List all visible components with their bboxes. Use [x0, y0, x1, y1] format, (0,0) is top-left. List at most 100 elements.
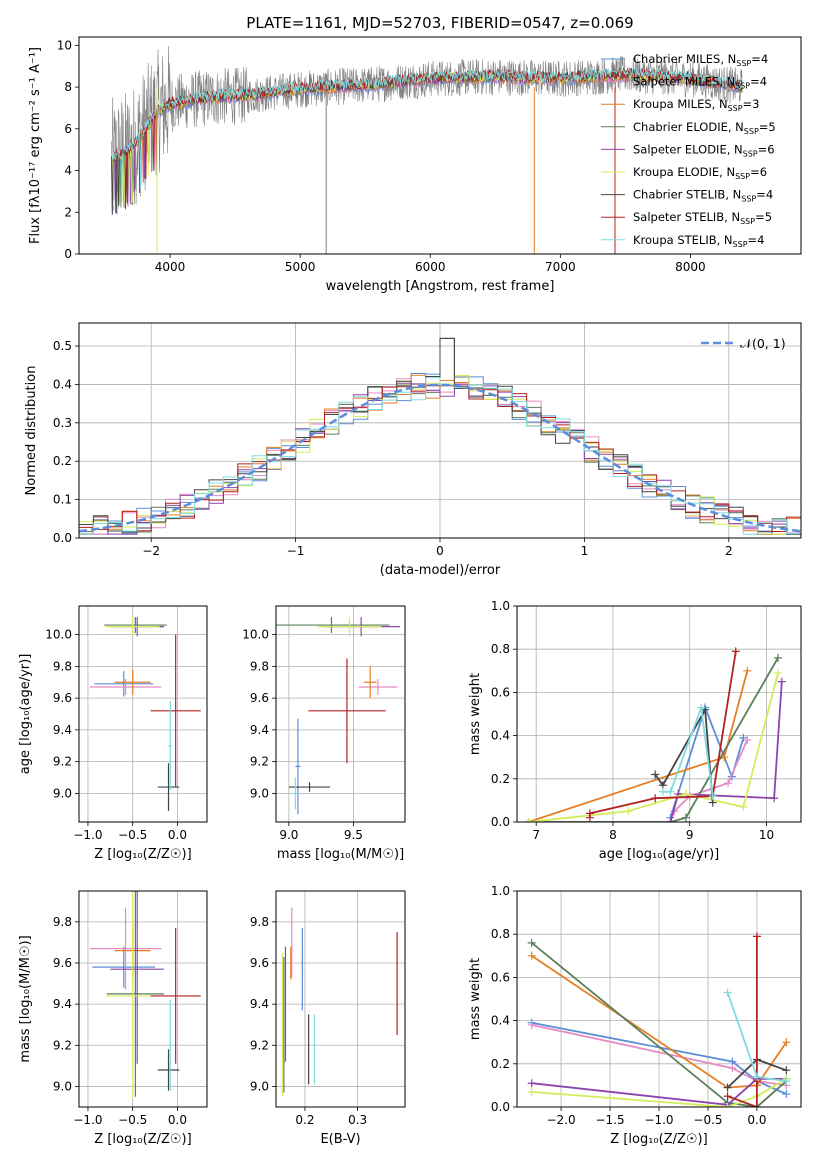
y-tick-label: 0.2 [491, 1057, 510, 1071]
legend-subscript: SSP [728, 104, 743, 113]
y-tick-label: 0.8 [491, 642, 510, 656]
y-tick-label: 0.4 [53, 377, 72, 391]
mass-weight-line [528, 670, 749, 822]
y-tick-label: 0.0 [491, 815, 510, 829]
gaussian-reference-line [79, 383, 801, 533]
axes-frame [516, 605, 802, 823]
legend-subscript: SSP [733, 240, 748, 249]
point-marker [723, 988, 732, 997]
y-tick-label: 0.6 [491, 685, 510, 699]
y-tick-label: 9.2 [250, 755, 269, 769]
axes-frame [78, 36, 802, 255]
plot-area [281, 907, 398, 1097]
y-tick-label: 9.8 [53, 659, 72, 673]
axes-frame [275, 605, 406, 823]
point-marker [743, 666, 752, 675]
legend-subscript: SSP [743, 149, 758, 158]
x-tick-label: −1.0 [73, 1113, 102, 1127]
point-marker [723, 1083, 732, 1092]
mass-weight-line [727, 936, 758, 1107]
plot-area [79, 337, 801, 535]
y-tick-label: 9.2 [250, 1038, 269, 1052]
y-tick-label: 0.3 [53, 416, 72, 430]
legend-subscript: SSP [735, 172, 750, 181]
x-tick-label: 0 [436, 544, 444, 558]
mass-weight-line [528, 657, 779, 822]
point-marker [585, 809, 594, 818]
x-tick-label: 0.0 [747, 1113, 766, 1127]
point-marker [697, 703, 706, 712]
legend-entry: Chabrier STELIB, NSSP=4 [633, 188, 773, 204]
y-tick-label: 1.0 [491, 884, 510, 898]
point-marker [527, 1087, 536, 1096]
point-marker [782, 1038, 791, 1047]
histogram-step [79, 377, 801, 535]
legend-count: =6 [750, 165, 767, 179]
y-axis-label: mass weight [468, 958, 483, 1040]
y-tick-label: 9.8 [250, 659, 269, 673]
age-vs-metallicity-panel: −1.0 −0.5 0.0 9.0 9.2 9.4 9.6 9.8 10.0 Z [log₁₀(Z… [18, 605, 208, 862]
point-marker [723, 1103, 732, 1107]
y-tick-label: 0.8 [491, 927, 510, 941]
x-tick-label: 8000 [675, 260, 706, 274]
y-axis-label: mass [log₁₀(M/M☉)] [18, 935, 33, 1062]
x-axis-label: mass [log₁₀(M/M☉)] [277, 847, 404, 862]
x-tick-label: 9 [686, 828, 694, 842]
y-axis-label: age [log₁₀(age/yr)] [18, 654, 33, 775]
y-tick-label: 0.2 [53, 454, 72, 468]
axes-frame [78, 890, 208, 1108]
y-tick-label: 9.0 [250, 1079, 269, 1093]
mass-weight-line [669, 704, 745, 818]
point-marker [773, 668, 782, 677]
x-axis-label: Z [log₁₀(Z/Z☉)] [94, 847, 191, 862]
point-marker [731, 647, 740, 656]
point-marker [770, 794, 779, 803]
y-tick-label: 0.6 [491, 970, 510, 984]
axes-frame [78, 605, 208, 823]
point-marker [666, 787, 675, 796]
plot-area [89, 891, 201, 1099]
x-tick-label: −2.0 [546, 1113, 575, 1127]
plot-area [111, 45, 743, 254]
y-tick-label: 2 [64, 205, 72, 219]
x-tick-label: 7 [532, 828, 540, 842]
legend-count: =5 [759, 120, 776, 134]
y-tick-label: 0.5 [53, 339, 72, 353]
x-tick-label: 4000 [155, 260, 186, 274]
massweight-vs-metallicity-panel: −2.0 −1.5 −1.0 −0.5 0.0 0.0 0.2 0.4 0.6 0.8 1.0 Z [… [468, 884, 802, 1147]
point-marker [782, 1077, 791, 1086]
y-tick-label: 1.0 [491, 599, 510, 613]
point-marker [527, 1020, 536, 1029]
legend-entry: Chabrier MILES, NSSP=4 [633, 52, 768, 68]
point-marker [752, 1103, 761, 1107]
y-tick-label: 0.2 [491, 772, 510, 786]
y-tick-label: 10.0 [45, 628, 72, 642]
point-marker [743, 735, 752, 744]
legend-entry: Kroupa ELODIE, NSSP=6 [633, 165, 767, 181]
point-marker [651, 794, 660, 803]
legend-subscript: SSP [735, 82, 750, 91]
point-marker [773, 653, 782, 662]
x-axis-label: E(B-V) [320, 1132, 360, 1147]
x-tick-label: 6000 [415, 260, 446, 274]
y-tick-label: 0 [64, 247, 72, 261]
y-tick-label: 9.4 [250, 997, 269, 1011]
point-marker [524, 818, 533, 822]
plot-area [524, 647, 786, 822]
point-marker [527, 951, 536, 960]
plot-area [89, 617, 201, 811]
axes-frame [78, 322, 802, 539]
y-axis-label: Normed distribution [24, 366, 39, 496]
point-marker [782, 1066, 791, 1075]
x-tick-label: −0.5 [118, 1113, 147, 1127]
x-tick-label: 10 [759, 828, 774, 842]
legend-count: =6 [758, 142, 775, 156]
point-marker [681, 813, 690, 822]
point-marker [728, 1064, 737, 1073]
massweight-vs-age-panel: 7 8 9 10 0.0 0.2 0.4 0.6 0.8 1.0 age [log₁₀(age/yr… [468, 599, 802, 862]
y-tick-label: 9.6 [53, 691, 72, 705]
legend-count: =4 [751, 52, 768, 66]
legend-entry: 𝒩(0, 1) [740, 336, 786, 351]
y-tick-label: 10.0 [242, 628, 269, 642]
mass-vs-ebv-panel: 0.2 0.3 9.0 9.2 9.4 9.6 9.8 E(B-V) [250, 890, 406, 1147]
